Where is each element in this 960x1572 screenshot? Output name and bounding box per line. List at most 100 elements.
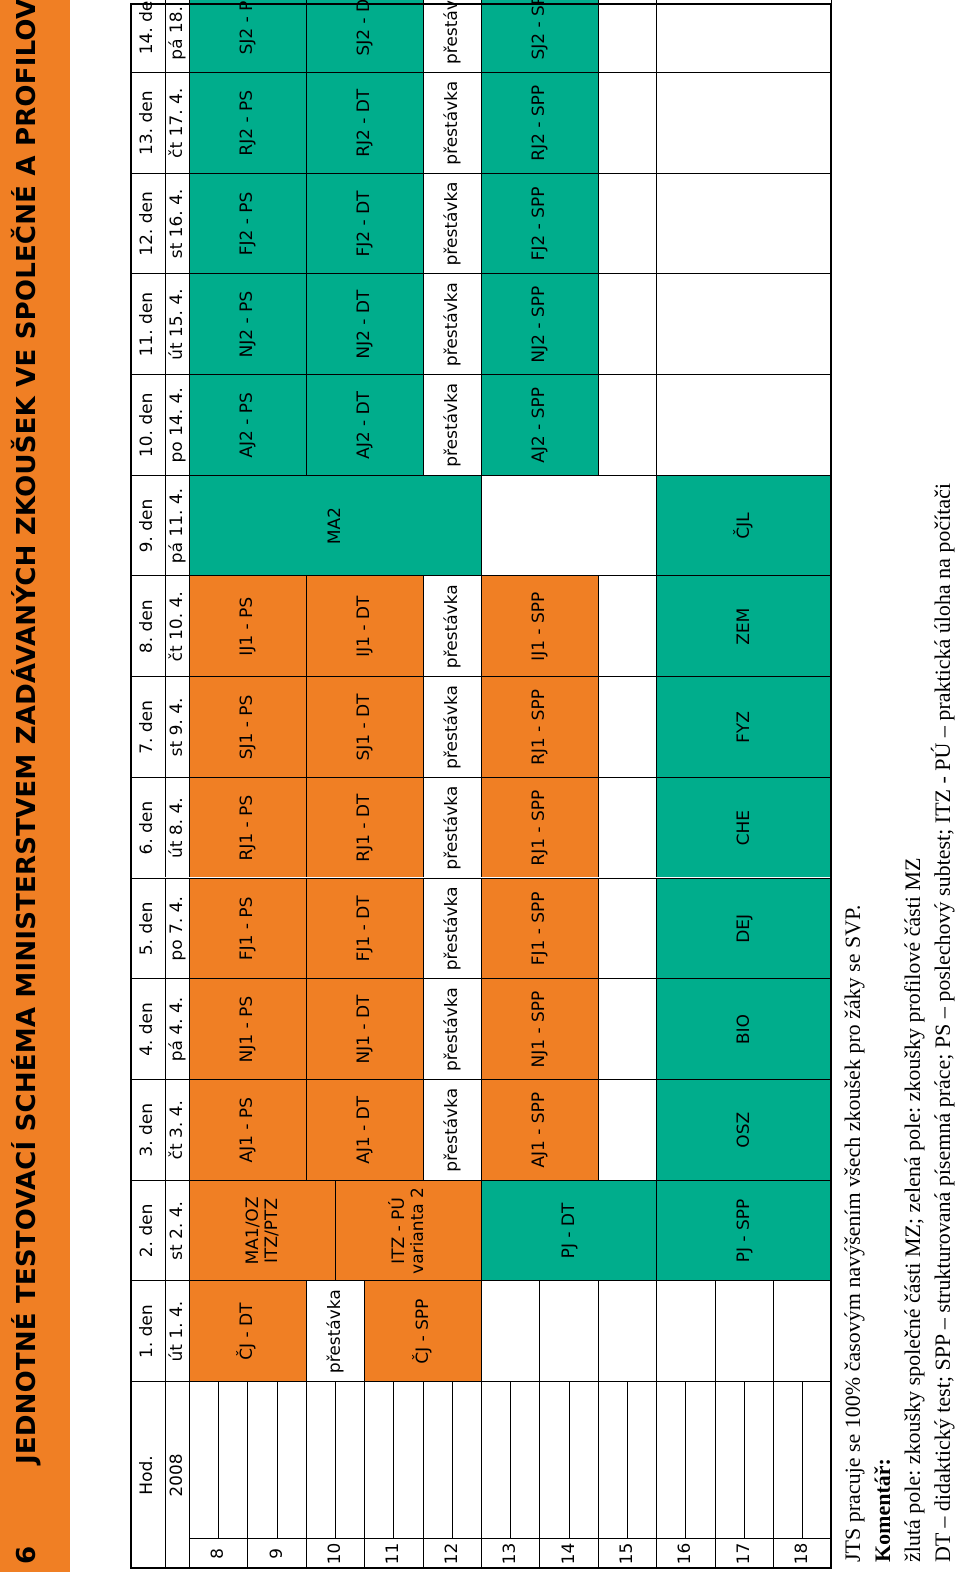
exam-cell: FYZ <box>657 676 833 777</box>
spacer-cell <box>686 1381 716 1538</box>
exam-cell: SJ2 - PS <box>190 0 307 72</box>
empty-cell <box>657 1280 716 1381</box>
spacer-cell <box>511 1381 541 1538</box>
exam-cell: RJ2 - PS <box>190 71 307 173</box>
break-cell: přestávka <box>423 273 482 374</box>
page-title: JEDNOTNÉ TESTOVACÍ SCHÉMA MINISTERSTVEM … <box>12 0 42 1464</box>
day-header: 13. den <box>130 71 166 173</box>
spacer-cell <box>306 1381 336 1538</box>
date-header: čt 10. 4. <box>166 575 190 677</box>
empty-cell <box>598 1280 658 1381</box>
note-colors: žlutá pole: zkoušky společné části MZ; z… <box>900 857 925 1562</box>
notes: JTS pracuje se 100% časovým navýšením vš… <box>838 22 958 1562</box>
exam-cell: NJ2 - DT <box>306 273 424 374</box>
empty-cell <box>598 273 658 374</box>
day-header: 1. den <box>130 1280 166 1381</box>
break-cell: přestávka <box>423 0 482 72</box>
exam-cell: FJ2 - SPP <box>482 172 599 274</box>
exam-cell: ČJL <box>657 474 833 576</box>
empty-cell <box>774 1280 833 1381</box>
date-header: po 14. 4. <box>166 374 190 475</box>
spacer-cell <box>803 1381 833 1538</box>
empty-cell <box>598 877 658 979</box>
break-cell: přestávka <box>423 374 482 475</box>
exam-cell: ZEM <box>657 575 833 677</box>
spacer-cell <box>277 1381 307 1538</box>
exam-cell: NJ1 - PS <box>190 978 307 1079</box>
spacer-cell <box>423 1381 453 1538</box>
hour-label: 16 <box>657 1538 716 1568</box>
exam-cell: RJ1 - SPP <box>482 676 599 777</box>
empty-cell <box>598 172 658 274</box>
spacer-cell <box>248 1381 278 1538</box>
day-header: 3. den <box>130 1078 166 1180</box>
note-svp: JTS pracuje se 100% časovým navýšením vš… <box>840 904 865 1562</box>
exam-cell: FJ2 - DT <box>306 172 424 274</box>
spacer-cell <box>365 1381 395 1538</box>
empty-cell <box>657 172 833 274</box>
exam-cell: RJ1 - PS <box>190 776 307 878</box>
spacer-cell <box>569 1381 599 1538</box>
exam-cell: PJ - SPP <box>657 1179 833 1281</box>
hour-label: 10 <box>306 1538 366 1568</box>
exam-cell: NJ2 - PS <box>190 273 307 374</box>
break-cell: přestávka <box>423 172 482 274</box>
empty-cell <box>657 273 833 374</box>
date-header: čt 17. 4. <box>166 71 190 173</box>
spacer-cell <box>598 1381 628 1538</box>
spacer-cell <box>482 1381 512 1538</box>
day-header: 14. den <box>130 0 166 72</box>
exam-cell: SJ1 - DT <box>306 676 424 777</box>
date-header: st 9. 4. <box>166 676 190 777</box>
spacer-cell <box>744 1381 774 1538</box>
hour-label: 9 <box>248 1538 307 1568</box>
day-header: 10. den <box>130 374 166 475</box>
day-header: 8. den <box>130 575 166 677</box>
row-label: 2008 <box>166 1381 190 1568</box>
exam-cell: MA1/OZ ITZ/PTZ <box>190 1179 336 1281</box>
exam-cell: SJ2 - DT <box>306 0 424 72</box>
break-cell: přestávka <box>423 877 482 979</box>
date-header: út 15. 4. <box>166 273 190 374</box>
date-header: út 8. 4. <box>166 776 190 878</box>
exam-cell: DEJ <box>657 877 833 979</box>
exam-cell: ČJ - DT <box>190 1280 307 1381</box>
spacer-cell <box>715 1381 745 1538</box>
break-cell: přestávka <box>423 1078 482 1180</box>
exam-cell: ČJ - SPP <box>365 1280 482 1381</box>
exam-cell: OSZ <box>657 1078 833 1180</box>
empty-cell <box>598 575 658 677</box>
empty-cell <box>657 71 833 173</box>
exam-cell: FJ1 - DT <box>306 877 424 979</box>
day-header: 2. den <box>130 1179 166 1281</box>
exam-cell: CHE <box>657 776 833 878</box>
spacer-cell <box>219 1381 249 1538</box>
day-header: 12. den <box>130 172 166 274</box>
day-header: 4. den <box>130 978 166 1079</box>
empty-cell <box>657 374 833 475</box>
break-cell: přestávka <box>306 1280 366 1381</box>
row-label: Hod. <box>130 1381 166 1568</box>
spacer-cell <box>628 1381 658 1538</box>
exam-cell: RJ2 - DT <box>306 71 424 173</box>
page-header: 6 JEDNOTNÉ TESTOVACÍ SCHÉMA MINISTERSTVE… <box>0 0 70 1572</box>
exam-cell: RJ1 - DT <box>306 776 424 878</box>
hour-label: 14 <box>540 1538 599 1568</box>
note-abbreviations: DT – didaktický test; SPP – strukturovan… <box>930 482 955 1562</box>
empty-cell <box>598 0 658 72</box>
day-header: 6. den <box>130 776 166 878</box>
spacer-cell <box>452 1381 482 1538</box>
break-cell: přestávka <box>423 978 482 1079</box>
exam-cell: FJ1 - SPP <box>482 877 599 979</box>
exam-cell: RJ1 - SPP <box>482 776 599 878</box>
exam-cell: ITZ - PÚ varianta 2 <box>336 1179 482 1281</box>
exam-cell: BIO <box>657 978 833 1079</box>
exam-cell: RJ2 - SPP <box>482 71 599 173</box>
spacer-cell <box>540 1381 570 1538</box>
exam-cell: NJ2 - SPP <box>482 273 599 374</box>
break-cell: přestávka <box>423 676 482 777</box>
hour-label: 8 <box>190 1538 249 1568</box>
exam-cell: AJ2 - PS <box>190 374 307 475</box>
break-cell: přestávka <box>423 575 482 677</box>
hour-label: 12 <box>423 1538 482 1568</box>
